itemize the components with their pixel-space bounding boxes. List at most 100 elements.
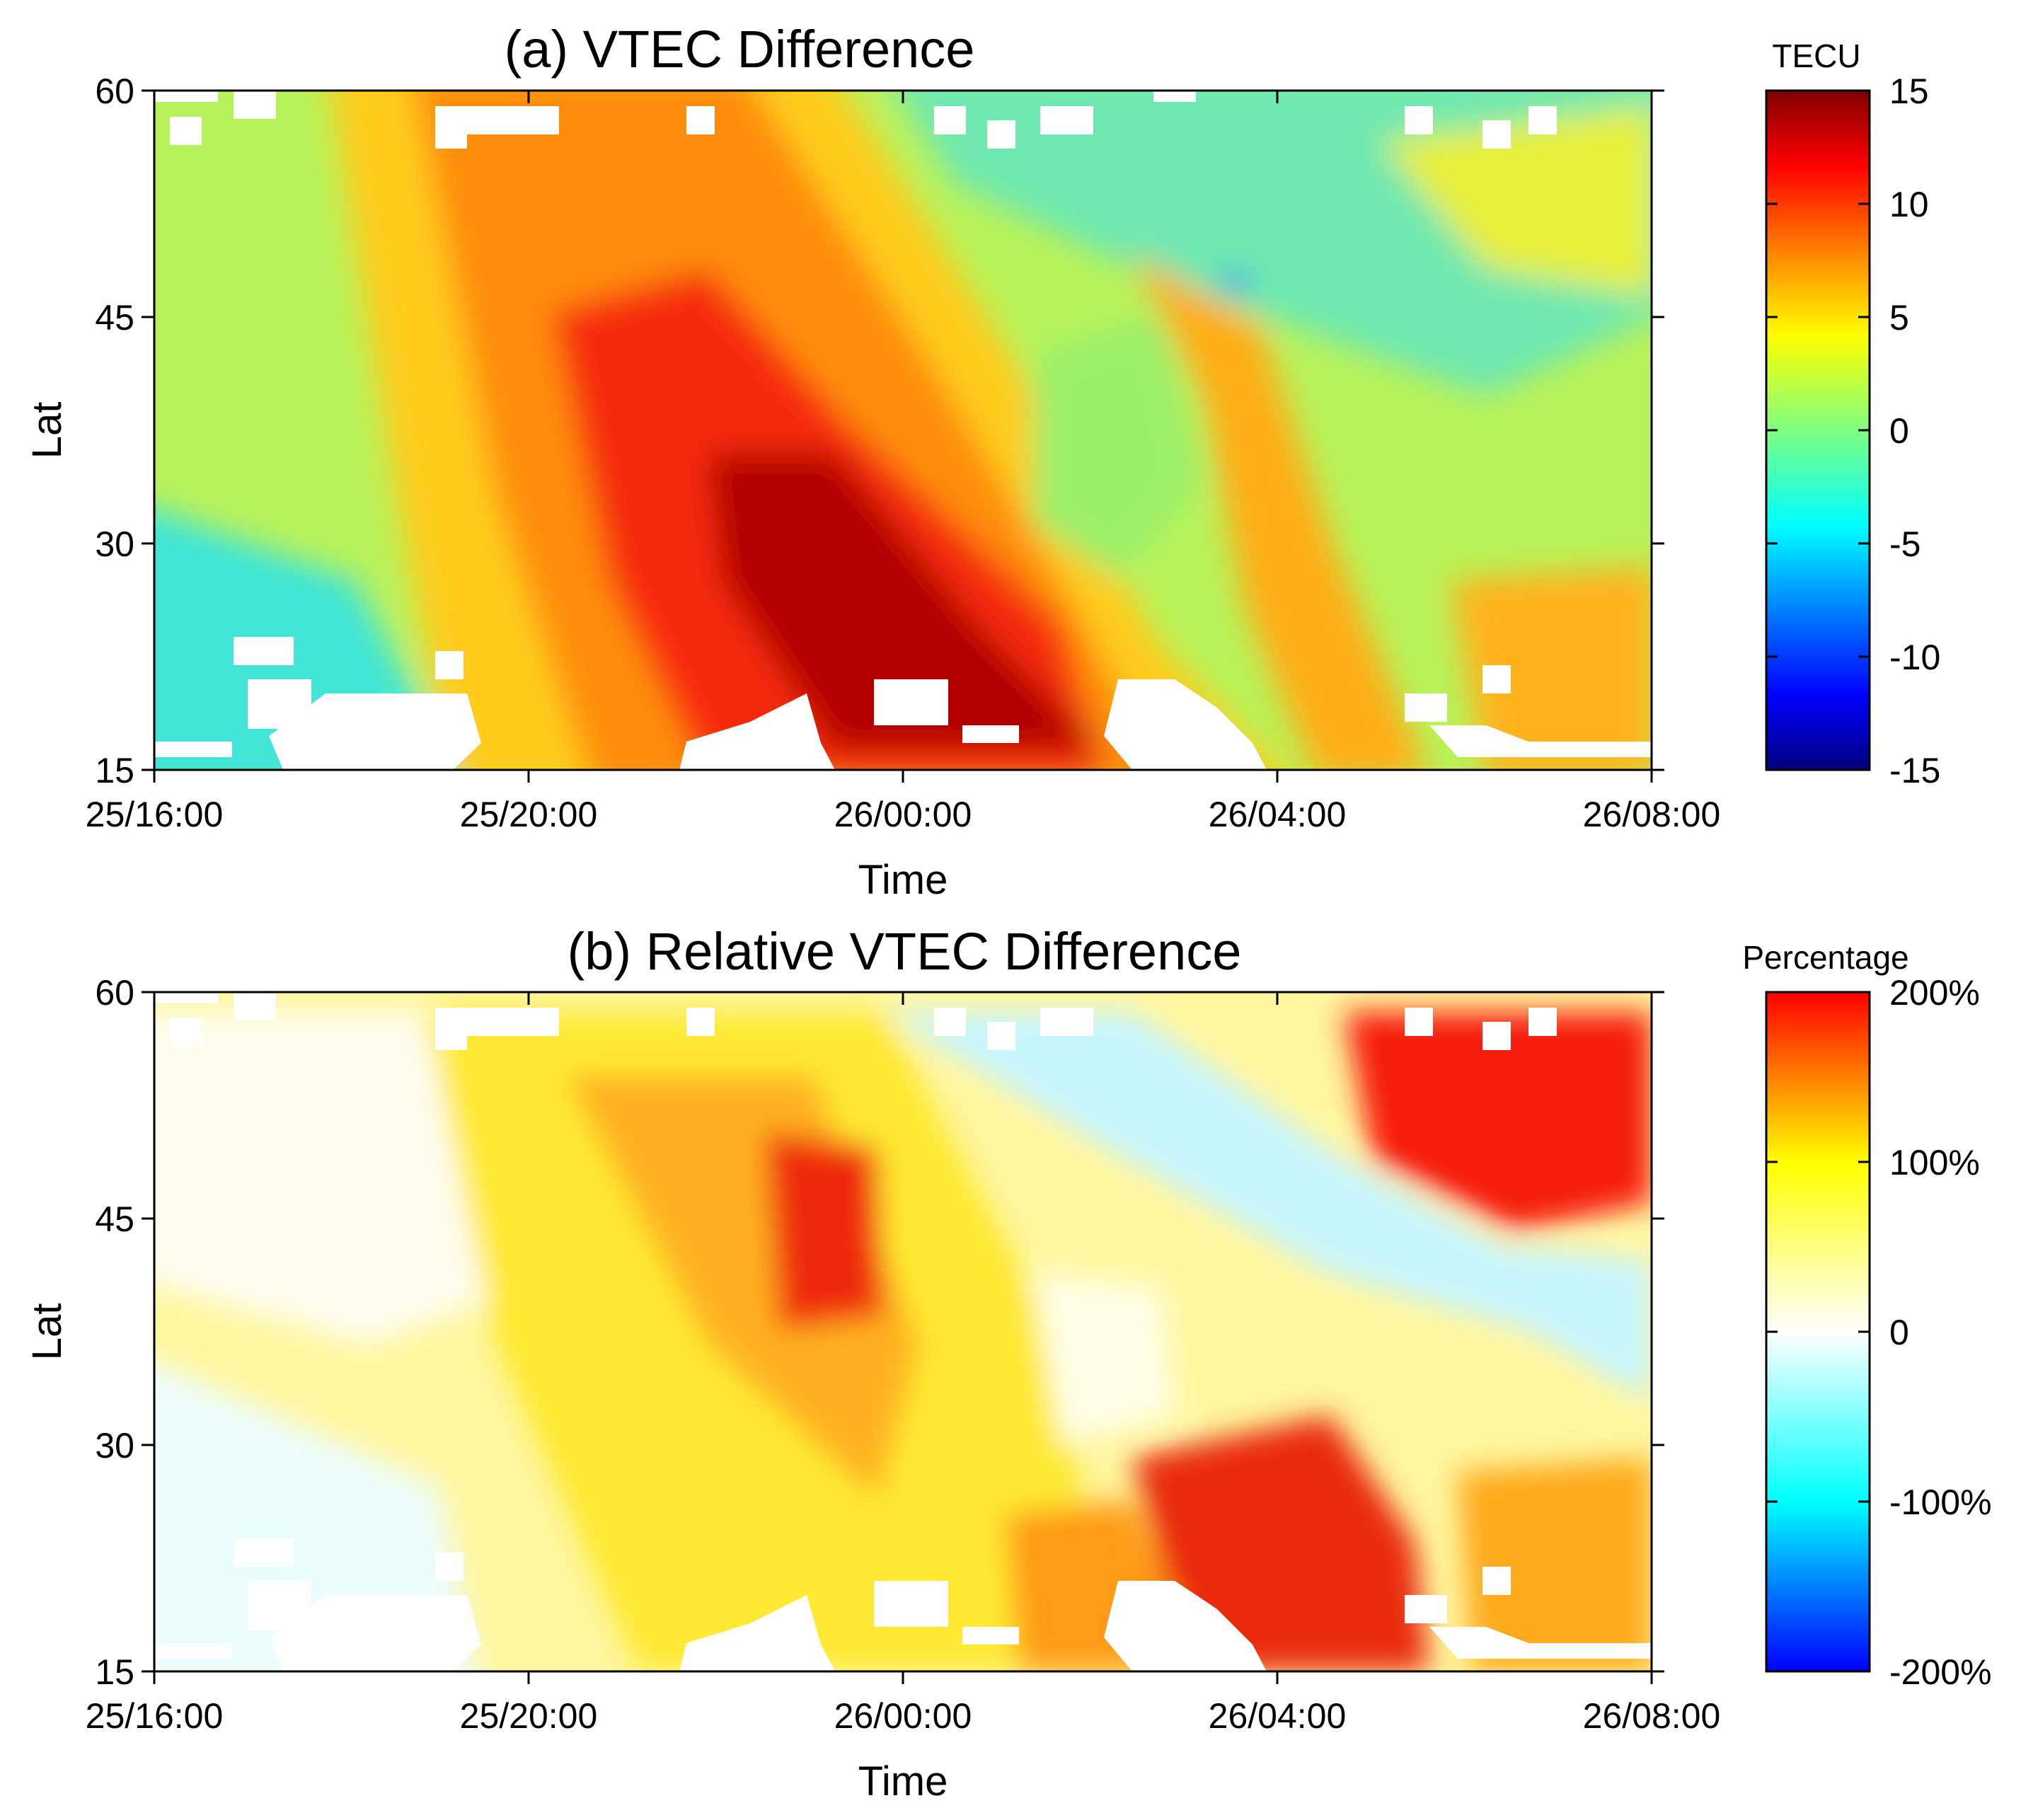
y-tick-label: 15 bbox=[95, 1652, 134, 1692]
panel-b-x-axis-label: Time bbox=[858, 1758, 948, 1804]
colorbar-tick-label: 5 bbox=[1889, 298, 1909, 338]
x-tick-label: 25/20:00 bbox=[460, 1696, 598, 1736]
panel-b-gap bbox=[962, 1627, 1019, 1645]
x-tick-label: 25/16:00 bbox=[86, 795, 224, 834]
panel-a-blue-spot bbox=[1219, 275, 1250, 292]
panel-b-gap bbox=[1429, 1627, 1652, 1659]
panel-a: (a) VTEC Difference bbox=[24, 20, 1940, 903]
panel-b-ticks: 25/16:00 25/20:00 26/00:00 26/04:00 26/08:00… bbox=[86, 973, 1721, 1736]
panel-a-colorbar-title: TECU bbox=[1772, 38, 1860, 74]
panel-a-gap bbox=[1482, 665, 1511, 693]
panel-a-gap bbox=[467, 106, 559, 134]
panel-a-gap bbox=[1104, 679, 1267, 770]
y-tick-label: 45 bbox=[95, 1199, 134, 1239]
panel-b-gap bbox=[679, 1595, 835, 1671]
colorbar-tick-label: -10 bbox=[1889, 638, 1940, 677]
y-tick-label: 60 bbox=[95, 71, 134, 111]
panel-b-gap bbox=[934, 1008, 966, 1036]
colorbar-tick-label: 15 bbox=[1889, 71, 1929, 111]
x-tick-label: 26/00:00 bbox=[834, 1696, 972, 1736]
panel-a-gap bbox=[1429, 725, 1652, 757]
panel-b-gap bbox=[269, 1595, 481, 1671]
panel-b-gap bbox=[1405, 1595, 1447, 1623]
panel-b-gap bbox=[234, 1538, 294, 1567]
panel-a-lowlat-late-orange bbox=[1451, 566, 1652, 770]
panel-a-gap bbox=[170, 117, 202, 145]
panel-a-gap bbox=[1528, 106, 1557, 134]
x-tick-label: 25/16:00 bbox=[86, 1696, 224, 1736]
panel-a-gap bbox=[435, 106, 467, 149]
panel-b-center-white bbox=[1033, 1274, 1175, 1444]
panel-a-title: (a) VTEC Difference bbox=[505, 20, 975, 79]
panel-b-gap bbox=[234, 992, 276, 1020]
panel-a-x-axis-label: Time bbox=[858, 857, 948, 903]
panel-b: (b) Relative VTEC Difference bbox=[24, 922, 1992, 1804]
panel-a-gap bbox=[1153, 91, 1196, 102]
x-tick-label: 26/08:00 bbox=[1583, 1696, 1721, 1736]
panel-a-band-core bbox=[708, 453, 1104, 750]
panel-b-gap bbox=[467, 1008, 559, 1036]
y-tick-label: 30 bbox=[95, 524, 134, 564]
colorbar-tick-label: -5 bbox=[1889, 524, 1921, 564]
panel-a-gap bbox=[686, 106, 715, 134]
y-tick-label: 45 bbox=[95, 298, 134, 338]
panel-a-colorbar-ticks: 15 10 5 0 -5 -10 -15 bbox=[1766, 71, 1940, 790]
panel-b-gap bbox=[1528, 1008, 1557, 1036]
panel-a-gap bbox=[435, 651, 463, 679]
panel-b-colorbar: Percentage 200% 100% 0 -100% -200% bbox=[1742, 939, 1991, 1692]
panel-b-colorbar-ticks: 200% 100% 0 -100% -200% bbox=[1766, 973, 1992, 1692]
panel-b-gap bbox=[686, 1008, 715, 1036]
panel-a-field bbox=[154, 91, 1652, 770]
panel-b-cyan-band bbox=[885, 1012, 1652, 1401]
panel-a-green-pocket bbox=[1033, 311, 1203, 580]
panel-a-highlat-yellow bbox=[1380, 106, 1652, 296]
panel-a-gap bbox=[154, 742, 232, 757]
x-tick-label: 26/08:00 bbox=[1583, 795, 1721, 834]
panel-b-gap bbox=[1482, 1022, 1511, 1050]
x-tick-label: 25/20:00 bbox=[460, 795, 598, 834]
panel-b-title: (b) Relative VTEC Difference bbox=[568, 922, 1242, 981]
panel-a-gap bbox=[269, 693, 481, 770]
panel-a-heatmap bbox=[154, 91, 1652, 770]
panel-a-gap bbox=[987, 120, 1015, 149]
panel-a-gap bbox=[874, 679, 948, 725]
panel-a-gap bbox=[1482, 120, 1511, 149]
panel-a-gap bbox=[934, 106, 966, 134]
panel-b-field bbox=[154, 1012, 1652, 1671]
panel-b-heatmap bbox=[154, 992, 1652, 1671]
colorbar-tick-label: 0 bbox=[1889, 411, 1909, 451]
colorbar-tick-label: 100% bbox=[1889, 1143, 1980, 1182]
panel-a-gap bbox=[234, 91, 276, 119]
panel-a-gap bbox=[962, 725, 1019, 743]
x-tick-label: 26/04:00 bbox=[1209, 1696, 1347, 1736]
colorbar-tick-label: 0 bbox=[1889, 1313, 1909, 1352]
colorbar-tick-label: 10 bbox=[1889, 185, 1929, 224]
y-tick-label: 30 bbox=[95, 1426, 134, 1465]
panel-a-gap bbox=[1405, 693, 1447, 722]
panel-b-gap bbox=[154, 1643, 232, 1659]
panel-a-missing-data bbox=[154, 91, 1652, 770]
panel-b-gap bbox=[1482, 1567, 1511, 1595]
panel-a-secondary-band bbox=[1132, 255, 1427, 770]
colorbar-tick-label: -100% bbox=[1889, 1482, 1992, 1522]
panel-b-gap bbox=[154, 992, 218, 1003]
panel-b-gap bbox=[170, 1018, 202, 1047]
panel-b-colorbar-title: Percentage bbox=[1742, 939, 1908, 976]
panel-b-colorbar-gradient bbox=[1765, 991, 1871, 1673]
panel-a-gap bbox=[679, 693, 835, 770]
panel-b-highlat-red bbox=[1345, 1012, 1652, 1231]
panel-b-red-patch bbox=[764, 1132, 885, 1330]
panel-b-gap bbox=[435, 1553, 463, 1581]
panel-b-y-axis-label: Lat bbox=[24, 1303, 70, 1361]
panel-b-gap bbox=[1405, 1008, 1433, 1036]
panel-b-gap bbox=[1104, 1581, 1267, 1671]
panel-a-ticks: 25/16:00 25/20:00 26/00:00 26/04:00 26/08:00… bbox=[86, 71, 1721, 834]
panel-b-gap bbox=[435, 1008, 467, 1050]
panel-a-gap bbox=[154, 91, 218, 102]
y-tick-label: 15 bbox=[95, 751, 134, 790]
panel-a-colorbar-gradient bbox=[1765, 89, 1871, 771]
panel-b-late-orange bbox=[1458, 1458, 1652, 1671]
panel-b-gap bbox=[987, 1022, 1015, 1050]
